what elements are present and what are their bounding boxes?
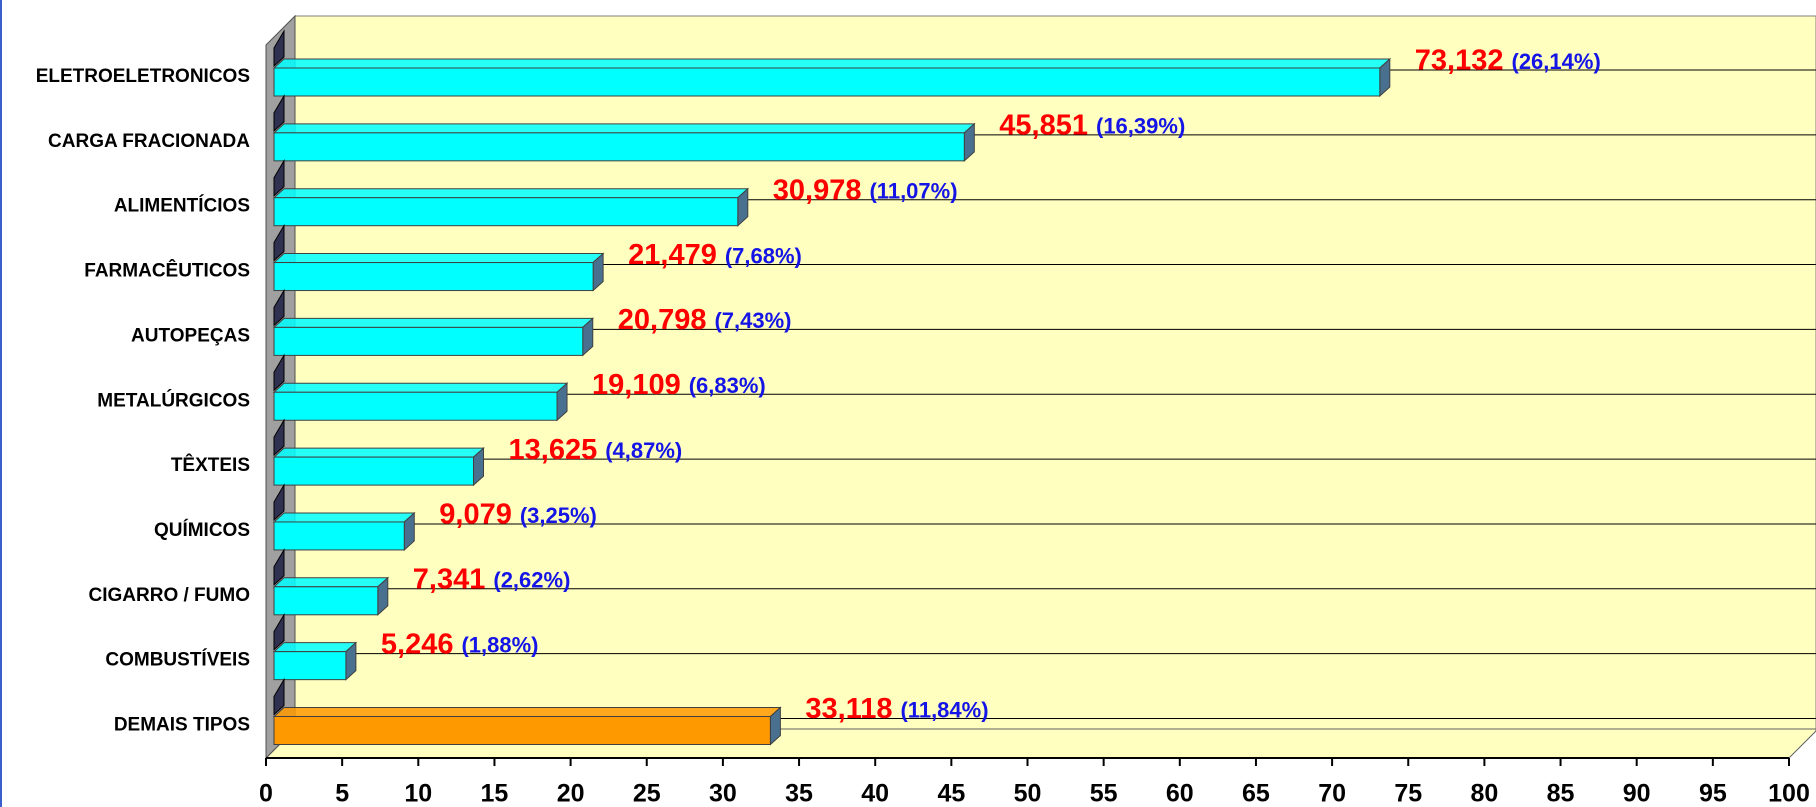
x-tick-label: 75 <box>1394 780 1422 807</box>
category-label: DEMAIS TIPOS <box>114 715 250 736</box>
bar-base <box>273 547 285 586</box>
share-label: (6,83%) <box>689 373 766 398</box>
category-label: AUTOPEÇAS <box>131 325 250 346</box>
bar <box>273 521 405 551</box>
bar-base <box>273 418 285 457</box>
share-label: (2,62%) <box>493 568 570 593</box>
category-label: TÊXTEIS <box>171 454 250 476</box>
x-tick-label: 60 <box>1166 780 1194 807</box>
category-label: FARMACÊUTICOS <box>84 260 250 282</box>
bar-base <box>273 94 285 132</box>
bar-top <box>272 123 976 134</box>
x-tick-label: 15 <box>481 780 509 807</box>
x-tick-label: 70 <box>1318 780 1346 807</box>
bar-top <box>272 188 750 199</box>
share-label: (7,43%) <box>714 308 791 333</box>
bar-base <box>273 223 285 262</box>
value-label: 45,851 <box>999 110 1088 142</box>
bar <box>273 326 584 356</box>
bar <box>273 132 965 162</box>
bar <box>273 456 475 486</box>
value-label: 20,798 <box>618 304 707 336</box>
value-label: 33,118 <box>805 693 892 725</box>
bar-top <box>272 317 595 328</box>
x-tick-label: 100 <box>1768 780 1810 807</box>
share-label: (3,25%) <box>520 503 597 528</box>
bar-base <box>273 288 285 327</box>
bar-base <box>273 353 285 392</box>
bar-top <box>272 577 390 588</box>
share-label: (11,84%) <box>900 697 988 722</box>
bar <box>273 586 379 616</box>
bar-base <box>273 483 285 522</box>
category-label: QUÍMICOS <box>154 519 250 541</box>
bar-top <box>272 447 485 458</box>
share-label: (1,88%) <box>461 632 538 657</box>
x-tick-label: 10 <box>404 780 432 807</box>
x-tick-label: 45 <box>937 780 965 807</box>
bar <box>273 716 771 745</box>
bar-base <box>273 158 285 197</box>
bar <box>273 67 1381 97</box>
value-label: 21,479 <box>628 239 717 271</box>
value-label: 7,341 <box>413 563 486 595</box>
x-tick-label: 80 <box>1470 780 1498 807</box>
share-label: (26,14%) <box>1512 49 1601 74</box>
bar-base <box>273 29 285 68</box>
x-tick-label: 65 <box>1242 780 1270 807</box>
x-tick-label: 95 <box>1699 780 1727 807</box>
bar-top <box>272 707 782 717</box>
x-tick-label: 40 <box>861 780 889 807</box>
bar-base <box>273 677 285 716</box>
x-tick-label: 25 <box>633 780 661 807</box>
share-label: (16,39%) <box>1096 114 1185 139</box>
share-label: (7,68%) <box>725 243 802 268</box>
category-label: ALIMENTÍCIOS <box>114 195 250 217</box>
value-label: 30,978 <box>773 174 862 206</box>
category-label: CIGARRO / FUMO <box>89 585 251 606</box>
x-tick-label: 20 <box>557 780 585 807</box>
share-label: (11,07%) <box>869 179 957 204</box>
bar-top <box>272 253 605 264</box>
x-tick-label: 85 <box>1547 780 1575 807</box>
category-label: COMBUSTÍVEIS <box>105 649 250 671</box>
bar-top <box>272 382 569 393</box>
category-label: ELETROELETRONICOS <box>36 66 250 87</box>
bar <box>273 391 558 421</box>
share-label: (4,87%) <box>605 438 682 463</box>
category-label: CARGA FRACIONADA <box>48 131 250 152</box>
value-label: 13,625 <box>509 434 598 466</box>
bar-base <box>273 612 285 651</box>
x-tick-label: 90 <box>1623 780 1651 807</box>
value-label: 5,246 <box>381 628 454 660</box>
value-label: 73,132 <box>1415 45 1504 77</box>
category-label: METALÚRGICOS <box>97 389 250 411</box>
bar-top <box>272 642 358 653</box>
bar <box>273 651 347 681</box>
bar-top <box>272 58 1392 69</box>
value-label: 19,109 <box>592 369 681 401</box>
x-tick-label: 50 <box>1014 780 1042 807</box>
bar <box>273 197 739 227</box>
value-label: 9,079 <box>439 499 512 531</box>
x-tick-label: 30 <box>709 780 737 807</box>
bar <box>273 262 594 292</box>
x-tick-label: 0 <box>259 780 273 807</box>
x-tick-label: 55 <box>1090 780 1118 807</box>
x-tick-label: 35 <box>785 780 813 807</box>
x-tick-label: 5 <box>335 780 349 807</box>
bar-top <box>272 512 416 523</box>
